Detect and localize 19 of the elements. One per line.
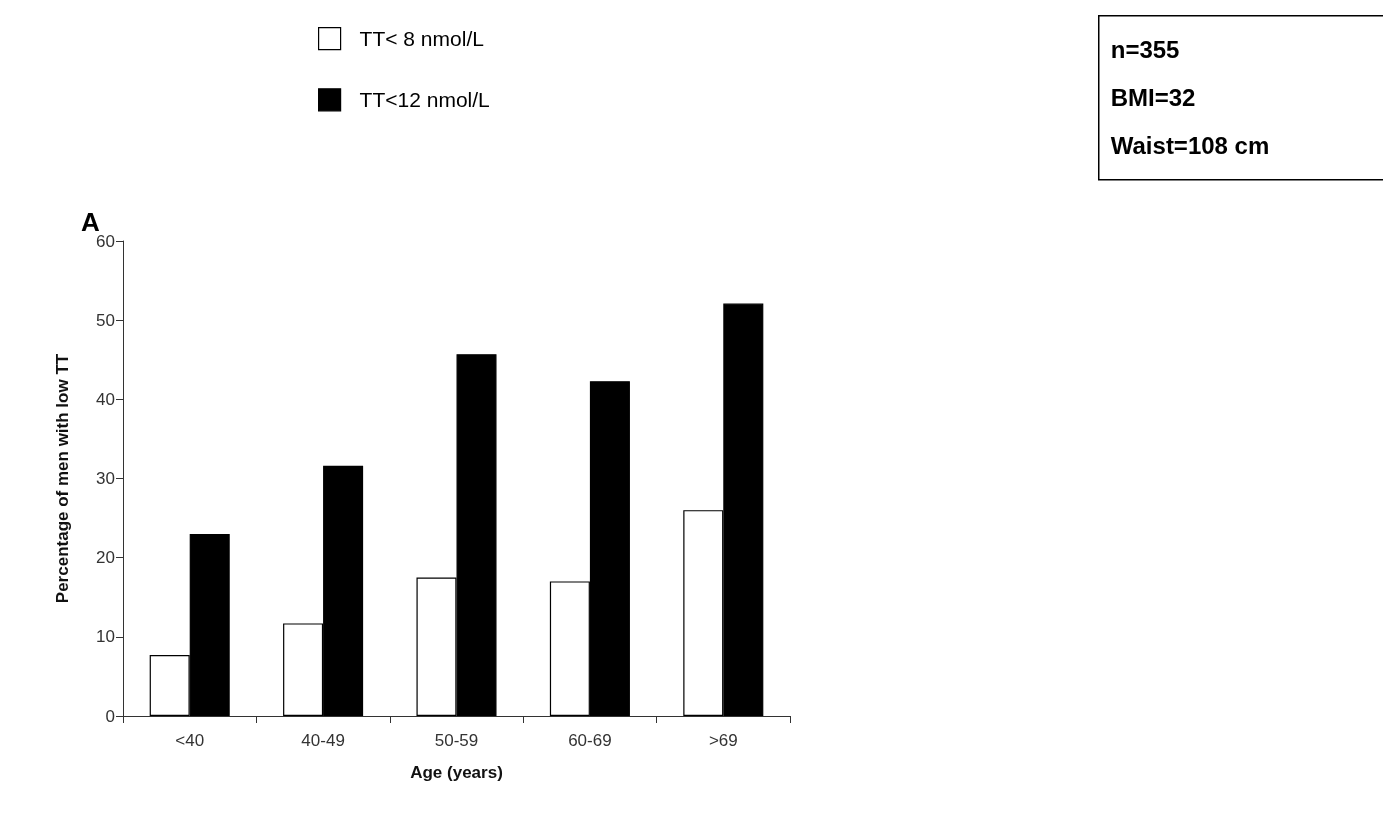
y-tick-label: 50 [96, 310, 115, 330]
x-tick-label: >69 [708, 731, 738, 750]
y-tick-label: 0 [105, 706, 115, 726]
y-tick-label: 40 [96, 389, 115, 409]
y-tick-label: 60 [96, 231, 115, 251]
x-tick-label: 50-59 [434, 731, 479, 750]
text: BMI=32 [1110, 84, 1196, 112]
legend-label: TT<12 nmol/L [359, 88, 490, 112]
text: Waist=108 cm [1110, 132, 1270, 160]
y-tick-label: 20 [96, 548, 115, 568]
legend-label: TT< 8 nmol/L [359, 27, 484, 51]
x-tick-label: 40-49 [301, 731, 345, 750]
text: n=355 [1110, 36, 1180, 64]
y-tick-label: 30 [96, 469, 115, 488]
x-axis-title: Age (years) [410, 763, 503, 782]
x-tick-label: 60-69 [568, 731, 612, 750]
y-tick-label: 10 [96, 627, 115, 647]
x-tick-label: <40 [175, 731, 205, 750]
y-axis-title: Percentage of men with low TT [53, 353, 72, 604]
